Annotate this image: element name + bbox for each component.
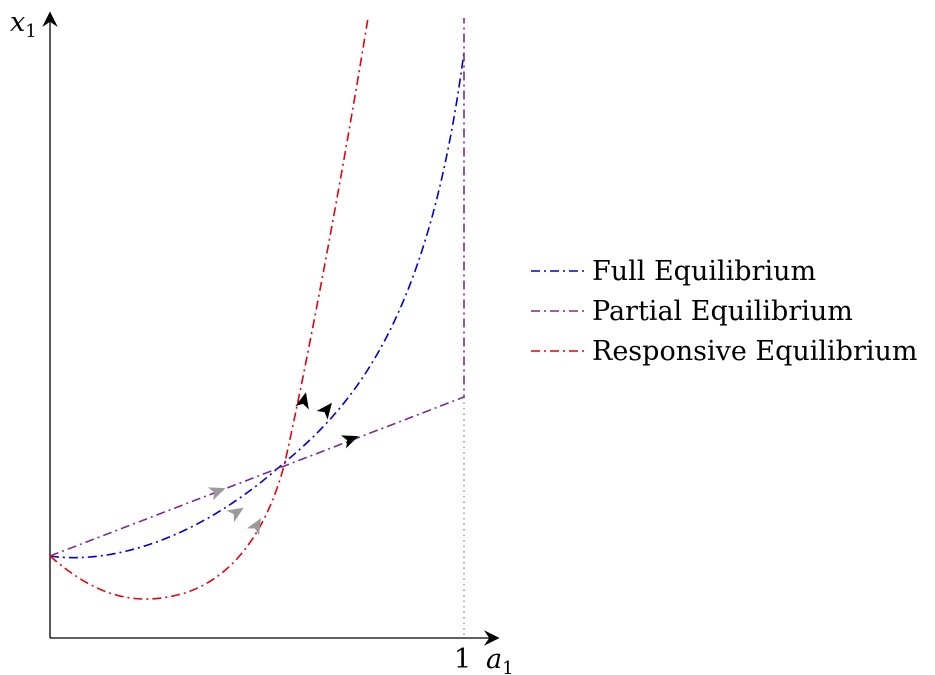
x-tick-one: 1: [454, 644, 471, 675]
legend: Full Equilibrium Partial Equilibrium Res…: [531, 256, 918, 367]
full-equilibrium-curve: [49, 51, 465, 559]
legend-item-partial: Partial Equilibrium: [531, 296, 853, 327]
partial-equilibrium-curve: [49, 18, 465, 557]
responsive-early-arrow-icon: [246, 518, 261, 536]
legend-item-responsive: Responsive Equilibrium: [531, 336, 918, 367]
legend-item-full: Full Equilibrium: [531, 256, 816, 287]
legend-label-partial: Partial Equilibrium: [592, 296, 853, 327]
partial-early-arrow-icon: [208, 487, 226, 501]
responsive-equilibrium-curve: [49, 17, 369, 600]
legend-label-responsive: Responsive Equilibrium: [592, 336, 918, 367]
partial-late-arrow-icon: [341, 435, 359, 449]
full-late-arrow-icon: [316, 402, 332, 420]
legend-label-full: Full Equilibrium: [592, 256, 816, 287]
full-early-arrow-icon: [226, 507, 244, 523]
y-axis-label: x1: [10, 7, 37, 42]
responsive-late-arrow-icon: [295, 392, 309, 410]
x-axis-label: a1: [486, 644, 514, 675]
